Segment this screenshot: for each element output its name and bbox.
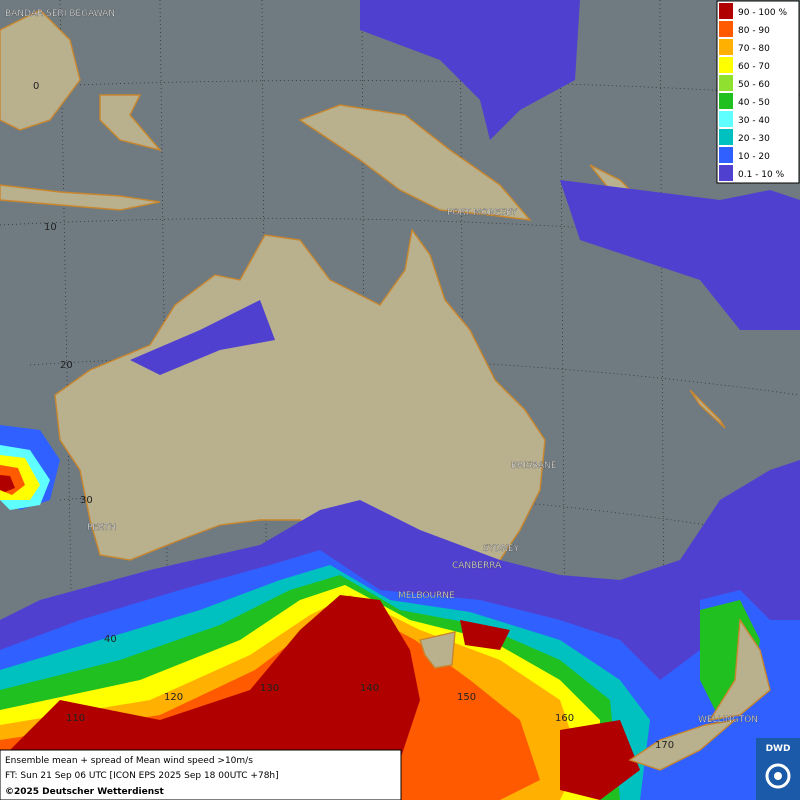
coast-overlay bbox=[419, 617, 771, 771]
legend-label: 0.1 - 10 % bbox=[738, 170, 785, 180]
legend-swatch bbox=[719, 93, 733, 109]
labels: BANDAR SERI BEGAWAN PORT MORESBY BRISBANE P… bbox=[5, 9, 758, 751]
legend-label: 70 - 80 bbox=[738, 44, 770, 54]
longitude-label: 160 bbox=[555, 713, 574, 724]
latitude-label: 0 bbox=[33, 81, 39, 92]
legend-swatch bbox=[719, 75, 733, 91]
longitude-label: 150 bbox=[457, 692, 476, 703]
footer: Ensemble mean + spread of Mean wind spee… bbox=[0, 749, 402, 800]
legend-swatch bbox=[719, 147, 733, 163]
legend-label: 30 - 40 bbox=[738, 116, 770, 126]
footer-line: Ensemble mean + spread of Mean wind spee… bbox=[5, 756, 253, 766]
city-label: BANDAR SERI BEGAWAN bbox=[5, 9, 115, 19]
legend-label: 10 - 20 bbox=[738, 152, 770, 162]
latitude-label: 30 bbox=[80, 495, 93, 506]
footer-line: ©2025 Deutscher Wetterdienst bbox=[5, 787, 164, 797]
logo-core bbox=[774, 772, 782, 780]
longitude-label: 110 bbox=[66, 713, 85, 724]
longitude-label: 170 bbox=[655, 740, 674, 751]
legend-label: 90 - 100 % bbox=[738, 8, 787, 18]
city-label: CANBERRA bbox=[452, 561, 502, 571]
legend-label: 40 - 50 bbox=[738, 98, 770, 108]
city-label: PERTH bbox=[87, 523, 116, 533]
latitude-label: 10 bbox=[44, 222, 57, 233]
legend-swatch bbox=[719, 39, 733, 55]
footer-line: FT: Sun 21 Sep 06 UTC [ICON EPS 2025 Sep… bbox=[5, 771, 279, 781]
logo-swirl bbox=[765, 763, 791, 789]
city-label: BRISBANE bbox=[511, 461, 557, 471]
legend-swatch bbox=[719, 21, 733, 37]
longitude-label: 120 bbox=[164, 692, 183, 703]
latitude-label: 40 bbox=[104, 634, 117, 645]
footer-box bbox=[0, 749, 402, 800]
legend-swatch bbox=[719, 3, 733, 19]
legend-label: 20 - 30 bbox=[738, 134, 770, 144]
longitude-label: 130 bbox=[260, 683, 279, 694]
longitude-label: 140 bbox=[360, 683, 379, 694]
logo-text: DWD bbox=[766, 744, 791, 754]
legend: 90 - 100 % 80 - 90 70 - 80 60 - 70 50 - 60 40… bbox=[716, 0, 800, 184]
city-label: MELBOURNE bbox=[398, 591, 455, 601]
legend-label: 50 - 60 bbox=[738, 80, 770, 90]
legend-swatch bbox=[719, 129, 733, 145]
city-label: WELLINGTON bbox=[698, 715, 758, 725]
logo-box bbox=[756, 738, 800, 800]
legend-items: 90 - 100 % 80 - 90 70 - 80 60 - 70 50 - 60 40… bbox=[719, 3, 787, 181]
city-label: PORT MORESBY bbox=[447, 208, 518, 218]
legend-swatch bbox=[719, 165, 733, 181]
legend-swatch bbox=[719, 57, 733, 73]
city-label: SYDNEY bbox=[483, 544, 520, 554]
legend-label: 60 - 70 bbox=[738, 62, 770, 72]
dwd-logo: DWD bbox=[756, 738, 800, 800]
legend-swatch bbox=[719, 111, 733, 127]
latitude-label: 20 bbox=[60, 360, 73, 371]
legend-label: 80 - 90 bbox=[738, 26, 770, 36]
